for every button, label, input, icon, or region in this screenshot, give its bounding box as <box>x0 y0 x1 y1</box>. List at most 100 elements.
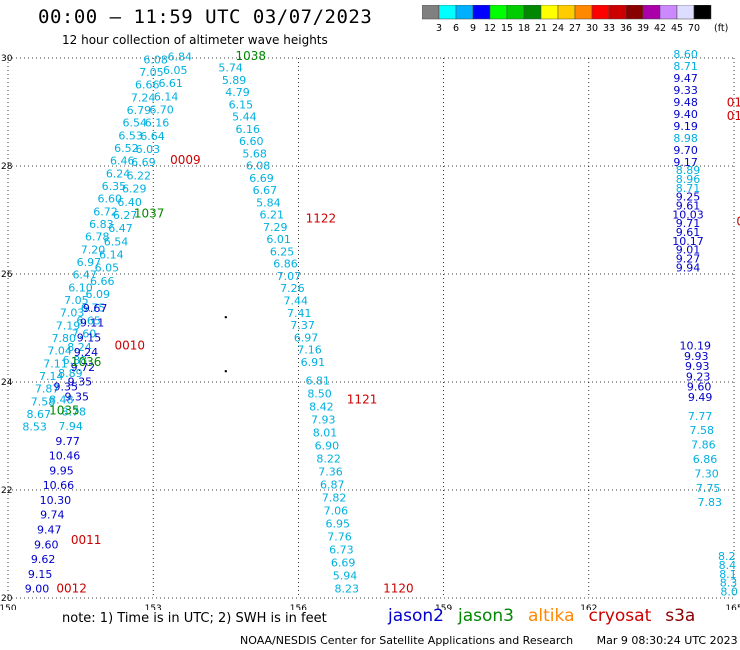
wave-height-value: 9.19 <box>673 120 698 133</box>
wave-height-value: 9.95 <box>49 464 74 477</box>
wave-height-value: 6.08 <box>246 160 271 173</box>
satellite-legend-altika: altika <box>528 606 575 626</box>
wave-height-value: 6.95 <box>325 518 350 531</box>
pass-time-label: 1035 <box>49 403 80 417</box>
pass-time-label: 1037 <box>134 206 165 220</box>
wave-height-value: 4.79 <box>225 86 250 99</box>
wave-height-value: 9.11 <box>80 317 105 330</box>
longitude-tick-label: 165 <box>725 604 740 610</box>
wave-height-value: 6.05 <box>95 262 120 275</box>
wave-height-value: 9.00 <box>25 583 50 596</box>
wave-height-value: 10.66 <box>43 479 75 492</box>
pass-time-label: 01 <box>736 214 740 228</box>
latitude-tick-label: 24 <box>1 378 13 388</box>
wave-height-value: 7.82 <box>322 492 347 505</box>
wave-height-value: 6.05 <box>163 64 188 77</box>
color-scale-label: 45 <box>671 23 683 34</box>
wave-height-value: 6.01 <box>266 233 291 246</box>
wave-height-value: 6.67 <box>253 184 278 197</box>
color-swatch <box>693 5 712 20</box>
wave-height-value: 9.60 <box>687 381 712 394</box>
wave-height-value: 8.22 <box>316 453 341 466</box>
pass-time-label: 0009 <box>170 153 201 167</box>
wave-height-value: 7.05 <box>139 66 164 79</box>
wave-height-value: 10.19 <box>680 340 712 353</box>
wave-height-value: 8.4 <box>719 559 737 572</box>
latitude-tick-label: 28 <box>1 162 13 172</box>
wave-height-value: 6.69 <box>249 172 274 185</box>
wave-height-value: 8.3 <box>720 577 738 590</box>
color-scale-label: 3 <box>436 23 442 34</box>
color-scale-label: 33 <box>603 23 615 34</box>
wave-height-value: 9.25 <box>676 191 701 204</box>
color-scale-label: 6 <box>453 23 459 34</box>
longitude-tick-label: 156 <box>290 604 307 610</box>
wave-height-value: 6.47 <box>72 269 97 282</box>
wave-height-value: 6.81 <box>306 375 331 388</box>
wave-height-value: 6.88 <box>63 354 88 367</box>
satellite-legend-cryosat: cryosat <box>588 606 652 626</box>
wave-height-value: 9.67 <box>83 302 108 315</box>
footnote: note: 1) Time is in UTC; 2) SWH is in fe… <box>62 611 327 626</box>
wave-height-value: 6.84 <box>168 51 193 64</box>
longitude-tick-label: 159 <box>435 604 452 610</box>
pass-time-label: 1121 <box>347 393 378 407</box>
wave-height-value: 6.22 <box>127 169 152 182</box>
wave-height-value: 8.98 <box>673 132 698 145</box>
wave-height-value: 9.62 <box>31 553 56 566</box>
wave-height-value: 9.71 <box>676 217 701 230</box>
wave-height-value: 9.93 <box>685 360 710 373</box>
wave-height-value: 8.48 <box>49 394 74 407</box>
wave-height-value: 7.16 <box>297 344 322 357</box>
color-scale-label: 39 <box>637 23 649 34</box>
wave-height-value: 6.90 <box>315 440 340 453</box>
wave-height-value: 9.15 <box>28 568 53 581</box>
wave-height-value: 6.21 <box>260 209 285 222</box>
wave-height-value: 8.53 <box>22 421 47 434</box>
wave-height-value: 6.91 <box>301 356 326 369</box>
wave-height-value: 7.41 <box>287 307 312 320</box>
wave-height-value: 9.77 <box>55 435 80 448</box>
wave-height-value: 9.61 <box>676 199 701 212</box>
color-scale-label: 36 <box>620 23 632 34</box>
color-scale-legend: 3 6 9 12 15 18 21 24 27 30 33 36 39 42 45 70 (ft) <box>422 5 728 34</box>
wave-height-value: 8.89 <box>676 164 701 177</box>
wave-height-value: 7.14 <box>39 370 64 383</box>
wave-height-value: 6.53 <box>118 129 143 142</box>
wave-height-value: 6.97 <box>294 331 319 344</box>
island-dot <box>224 370 227 373</box>
wave-height-value: 9.40 <box>673 108 698 121</box>
color-scale-label: 12 <box>484 23 496 34</box>
wave-height-value: 6.15 <box>229 98 254 111</box>
wave-height-value: 6.25 <box>270 245 295 258</box>
wave-height-value: 9.47 <box>37 523 62 536</box>
wave-height-value: 9.15 <box>77 331 102 344</box>
wave-height-value: 7.76 <box>327 531 352 544</box>
wave-height-value: 10.46 <box>49 450 81 463</box>
wave-height-value: 7.30 <box>694 467 719 480</box>
wave-height-value: 7.04 <box>47 345 72 358</box>
wave-height-value: 6.03 <box>136 143 161 156</box>
wave-height-value: 6.10 <box>68 281 93 294</box>
wave-height-value: 8.89 <box>58 367 83 380</box>
wave-height-value: 6.78 <box>85 231 110 244</box>
wave-height-value: 6.09 <box>85 288 110 301</box>
wave-height-value: 6.75 <box>81 301 106 314</box>
wave-height-value: 6.97 <box>77 256 102 269</box>
wave-height-value: 7.87 <box>35 383 60 396</box>
wave-height-value: 8.71 <box>676 182 701 195</box>
color-scale-label: 70 <box>688 23 700 34</box>
wave-height-value: 7.03 <box>60 307 85 320</box>
wave-height-value: 6.65 <box>76 314 101 327</box>
wave-height-value: 8.42 <box>309 401 334 414</box>
wave-height-value: 9.48 <box>673 96 698 109</box>
pass-time-label: 0012 <box>56 582 87 596</box>
wave-height-value: 7.80 <box>52 332 77 345</box>
wave-height-value: 6.40 <box>117 196 142 209</box>
wave-height-value: 6.14 <box>154 90 179 103</box>
wave-height-value: 6.60 <box>239 135 264 148</box>
color-scale-label: 18 <box>518 23 530 34</box>
satellite-legend-s3a: s3a <box>665 606 696 626</box>
color-scale-label: 15 <box>501 23 513 34</box>
wave-height-value: 9.47 <box>673 72 698 85</box>
